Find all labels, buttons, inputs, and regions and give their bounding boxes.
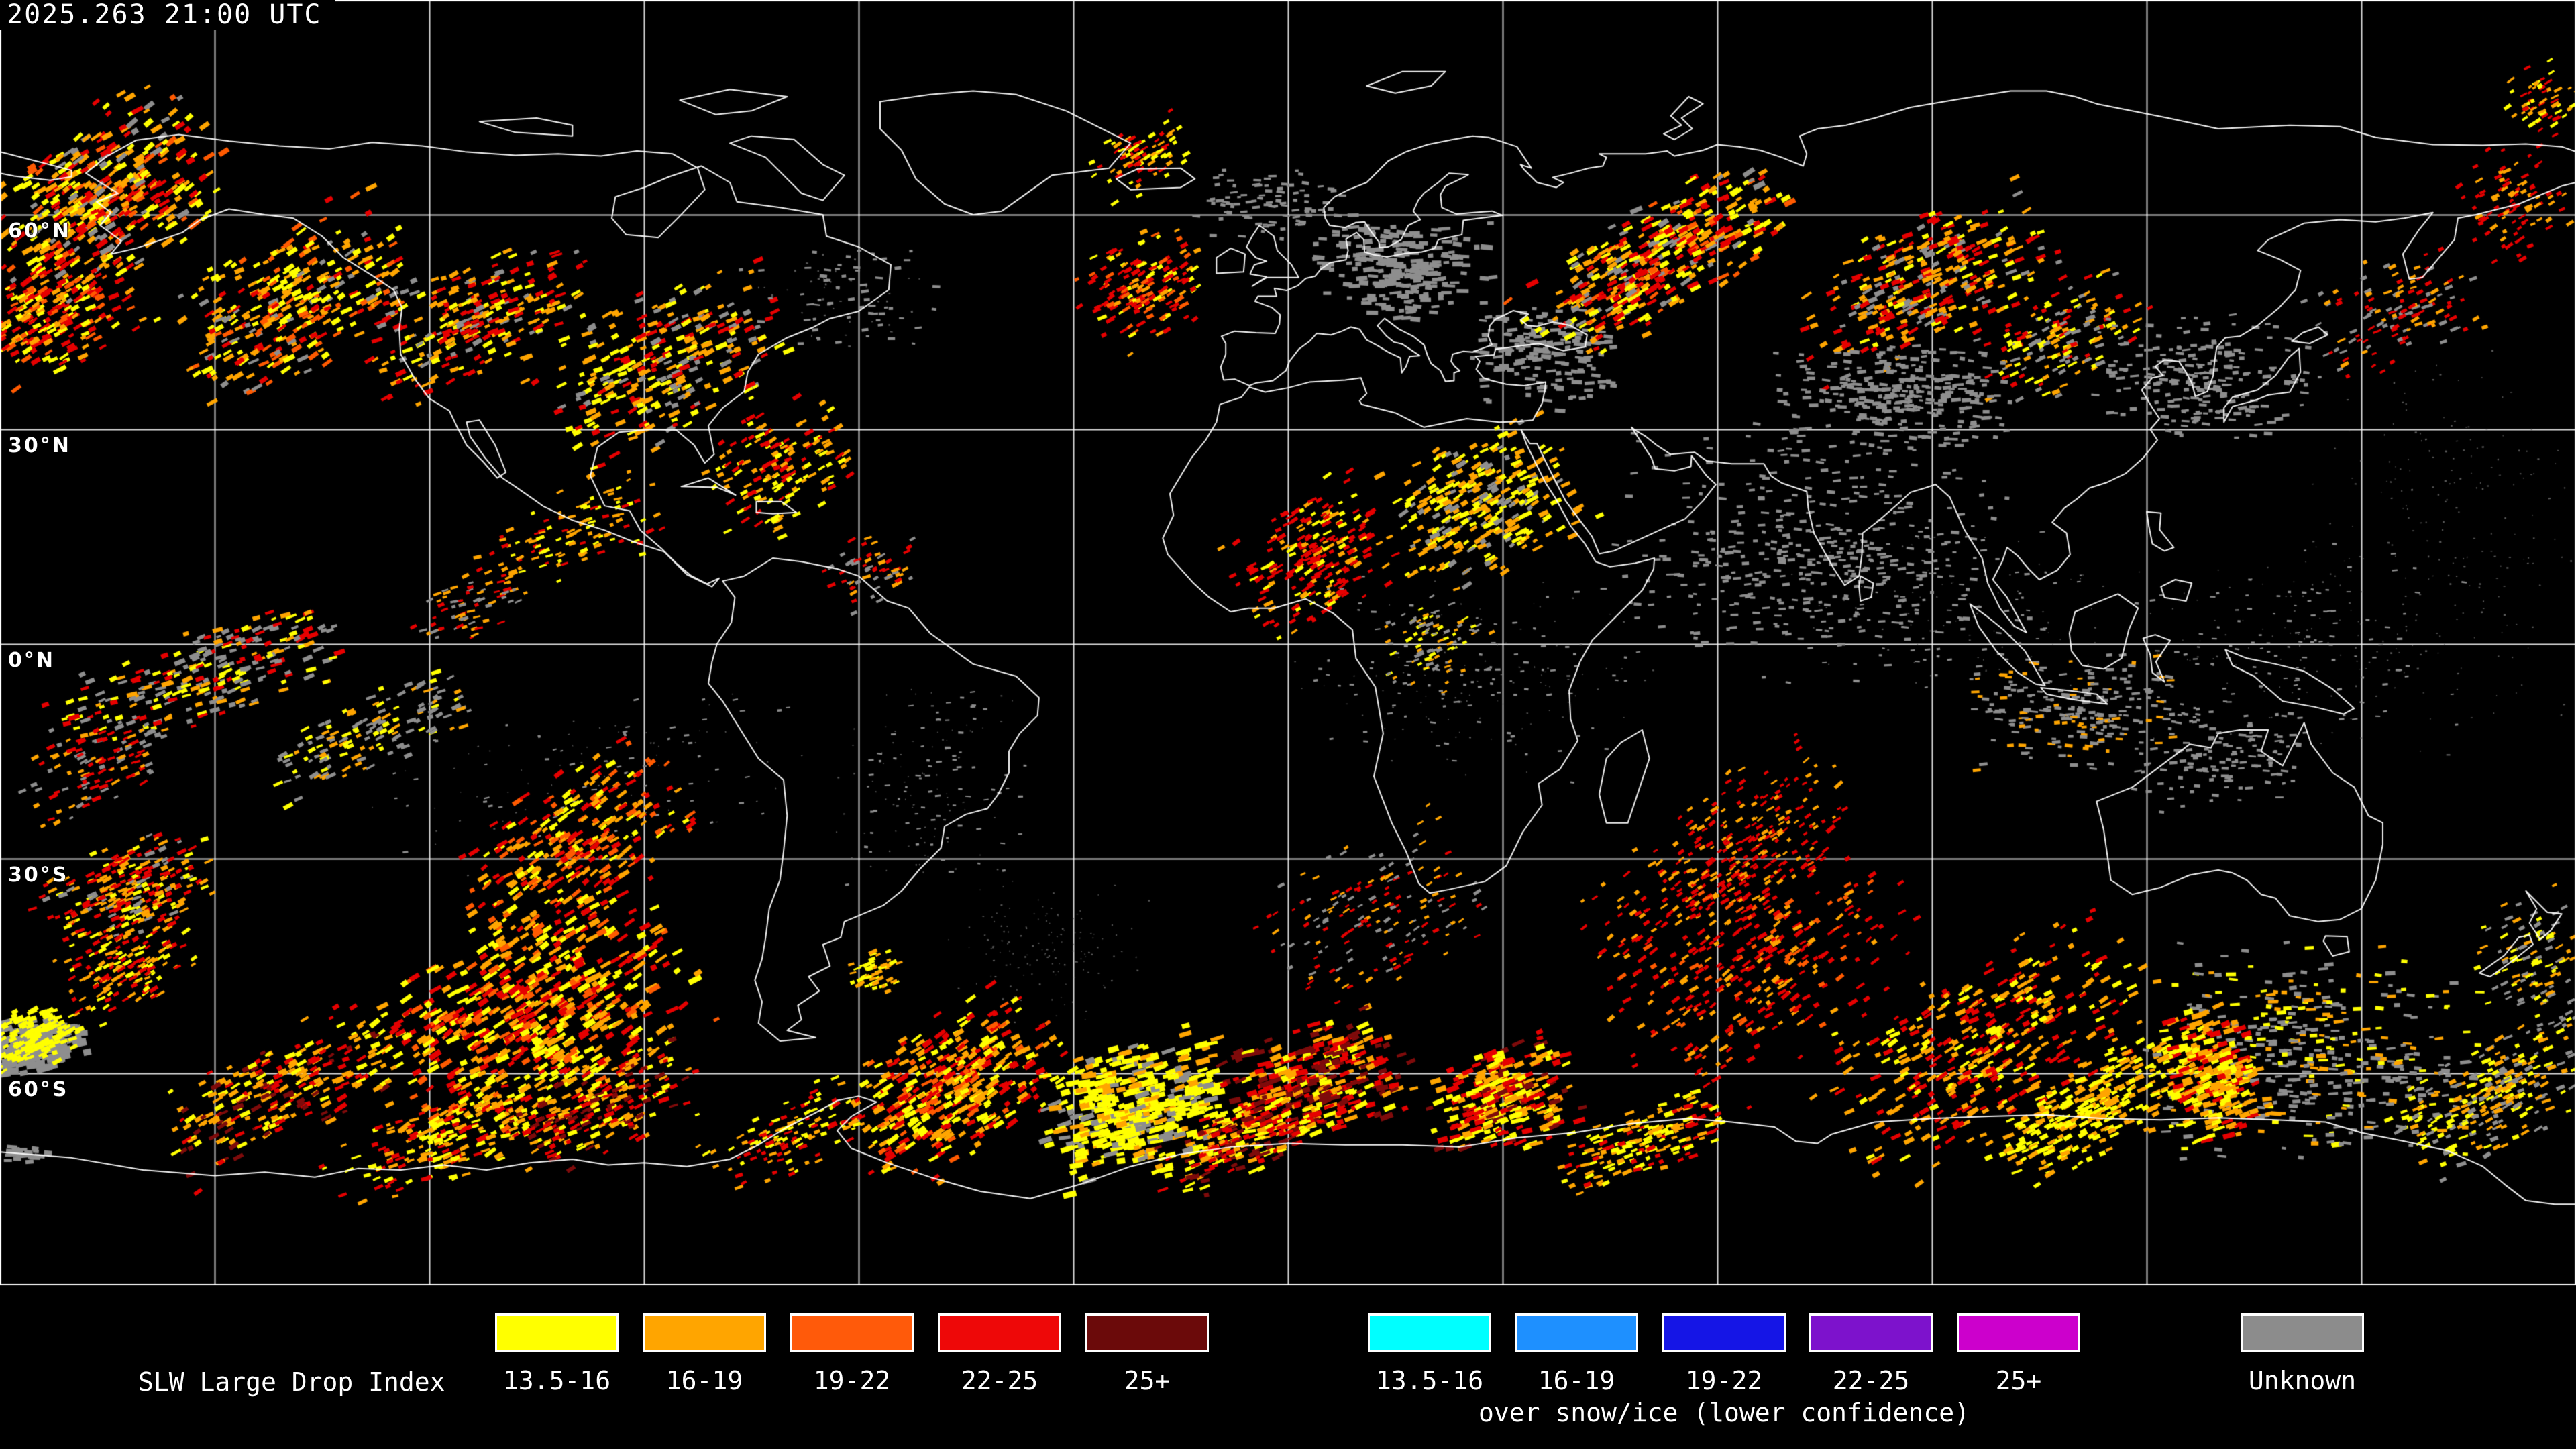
legend-swatch-label: 19-22 bbox=[813, 1366, 891, 1395]
legend-swatch-label: 13.5-16 bbox=[1375, 1366, 1484, 1395]
legend-swatch-label: 25+ bbox=[1124, 1366, 1171, 1395]
legend-swatch bbox=[938, 1313, 1061, 1352]
legend-swatch-label: 22-25 bbox=[961, 1366, 1038, 1395]
legend-swatch bbox=[643, 1313, 766, 1352]
legend-swatch bbox=[1809, 1313, 1933, 1352]
legend-swatch-label: 16-19 bbox=[1538, 1366, 1615, 1395]
latitude-label: 60°S bbox=[8, 1078, 69, 1102]
legend-swatch-label: 13.5-16 bbox=[502, 1366, 611, 1395]
legend-swatch bbox=[1662, 1313, 1786, 1352]
legend-swatch bbox=[495, 1313, 619, 1352]
latitude-label: 30°S bbox=[8, 863, 69, 887]
legend-swatch bbox=[1957, 1313, 2080, 1352]
legend-snow-ice-caption: over snow/ice (lower confidence) bbox=[1478, 1398, 1970, 1428]
legend-swatch-label: 16-19 bbox=[665, 1366, 743, 1395]
legend-swatch-label: Unknown bbox=[2248, 1366, 2357, 1395]
legend-swatch bbox=[2241, 1313, 2364, 1352]
legend-swatch bbox=[1368, 1313, 1491, 1352]
latitude-label: 0°N bbox=[8, 649, 55, 672]
legend-swatch bbox=[790, 1313, 914, 1352]
legend-swatch bbox=[1515, 1313, 1638, 1352]
legend-swatch bbox=[1085, 1313, 1209, 1352]
legend-title: SLW Large Drop Index bbox=[138, 1367, 445, 1397]
world-map-canvas bbox=[0, 0, 2576, 1288]
legend-swatch-label: 25+ bbox=[1995, 1366, 2042, 1395]
latitude-label: 30°N bbox=[8, 434, 71, 458]
latitude-label: 60°N bbox=[8, 219, 71, 243]
legend-swatch-label: 22-25 bbox=[1832, 1366, 1910, 1395]
timestamp-label: 2025.263 21:00 UTC bbox=[0, 0, 335, 30]
legend-swatch-label: 19-22 bbox=[1685, 1366, 1763, 1395]
